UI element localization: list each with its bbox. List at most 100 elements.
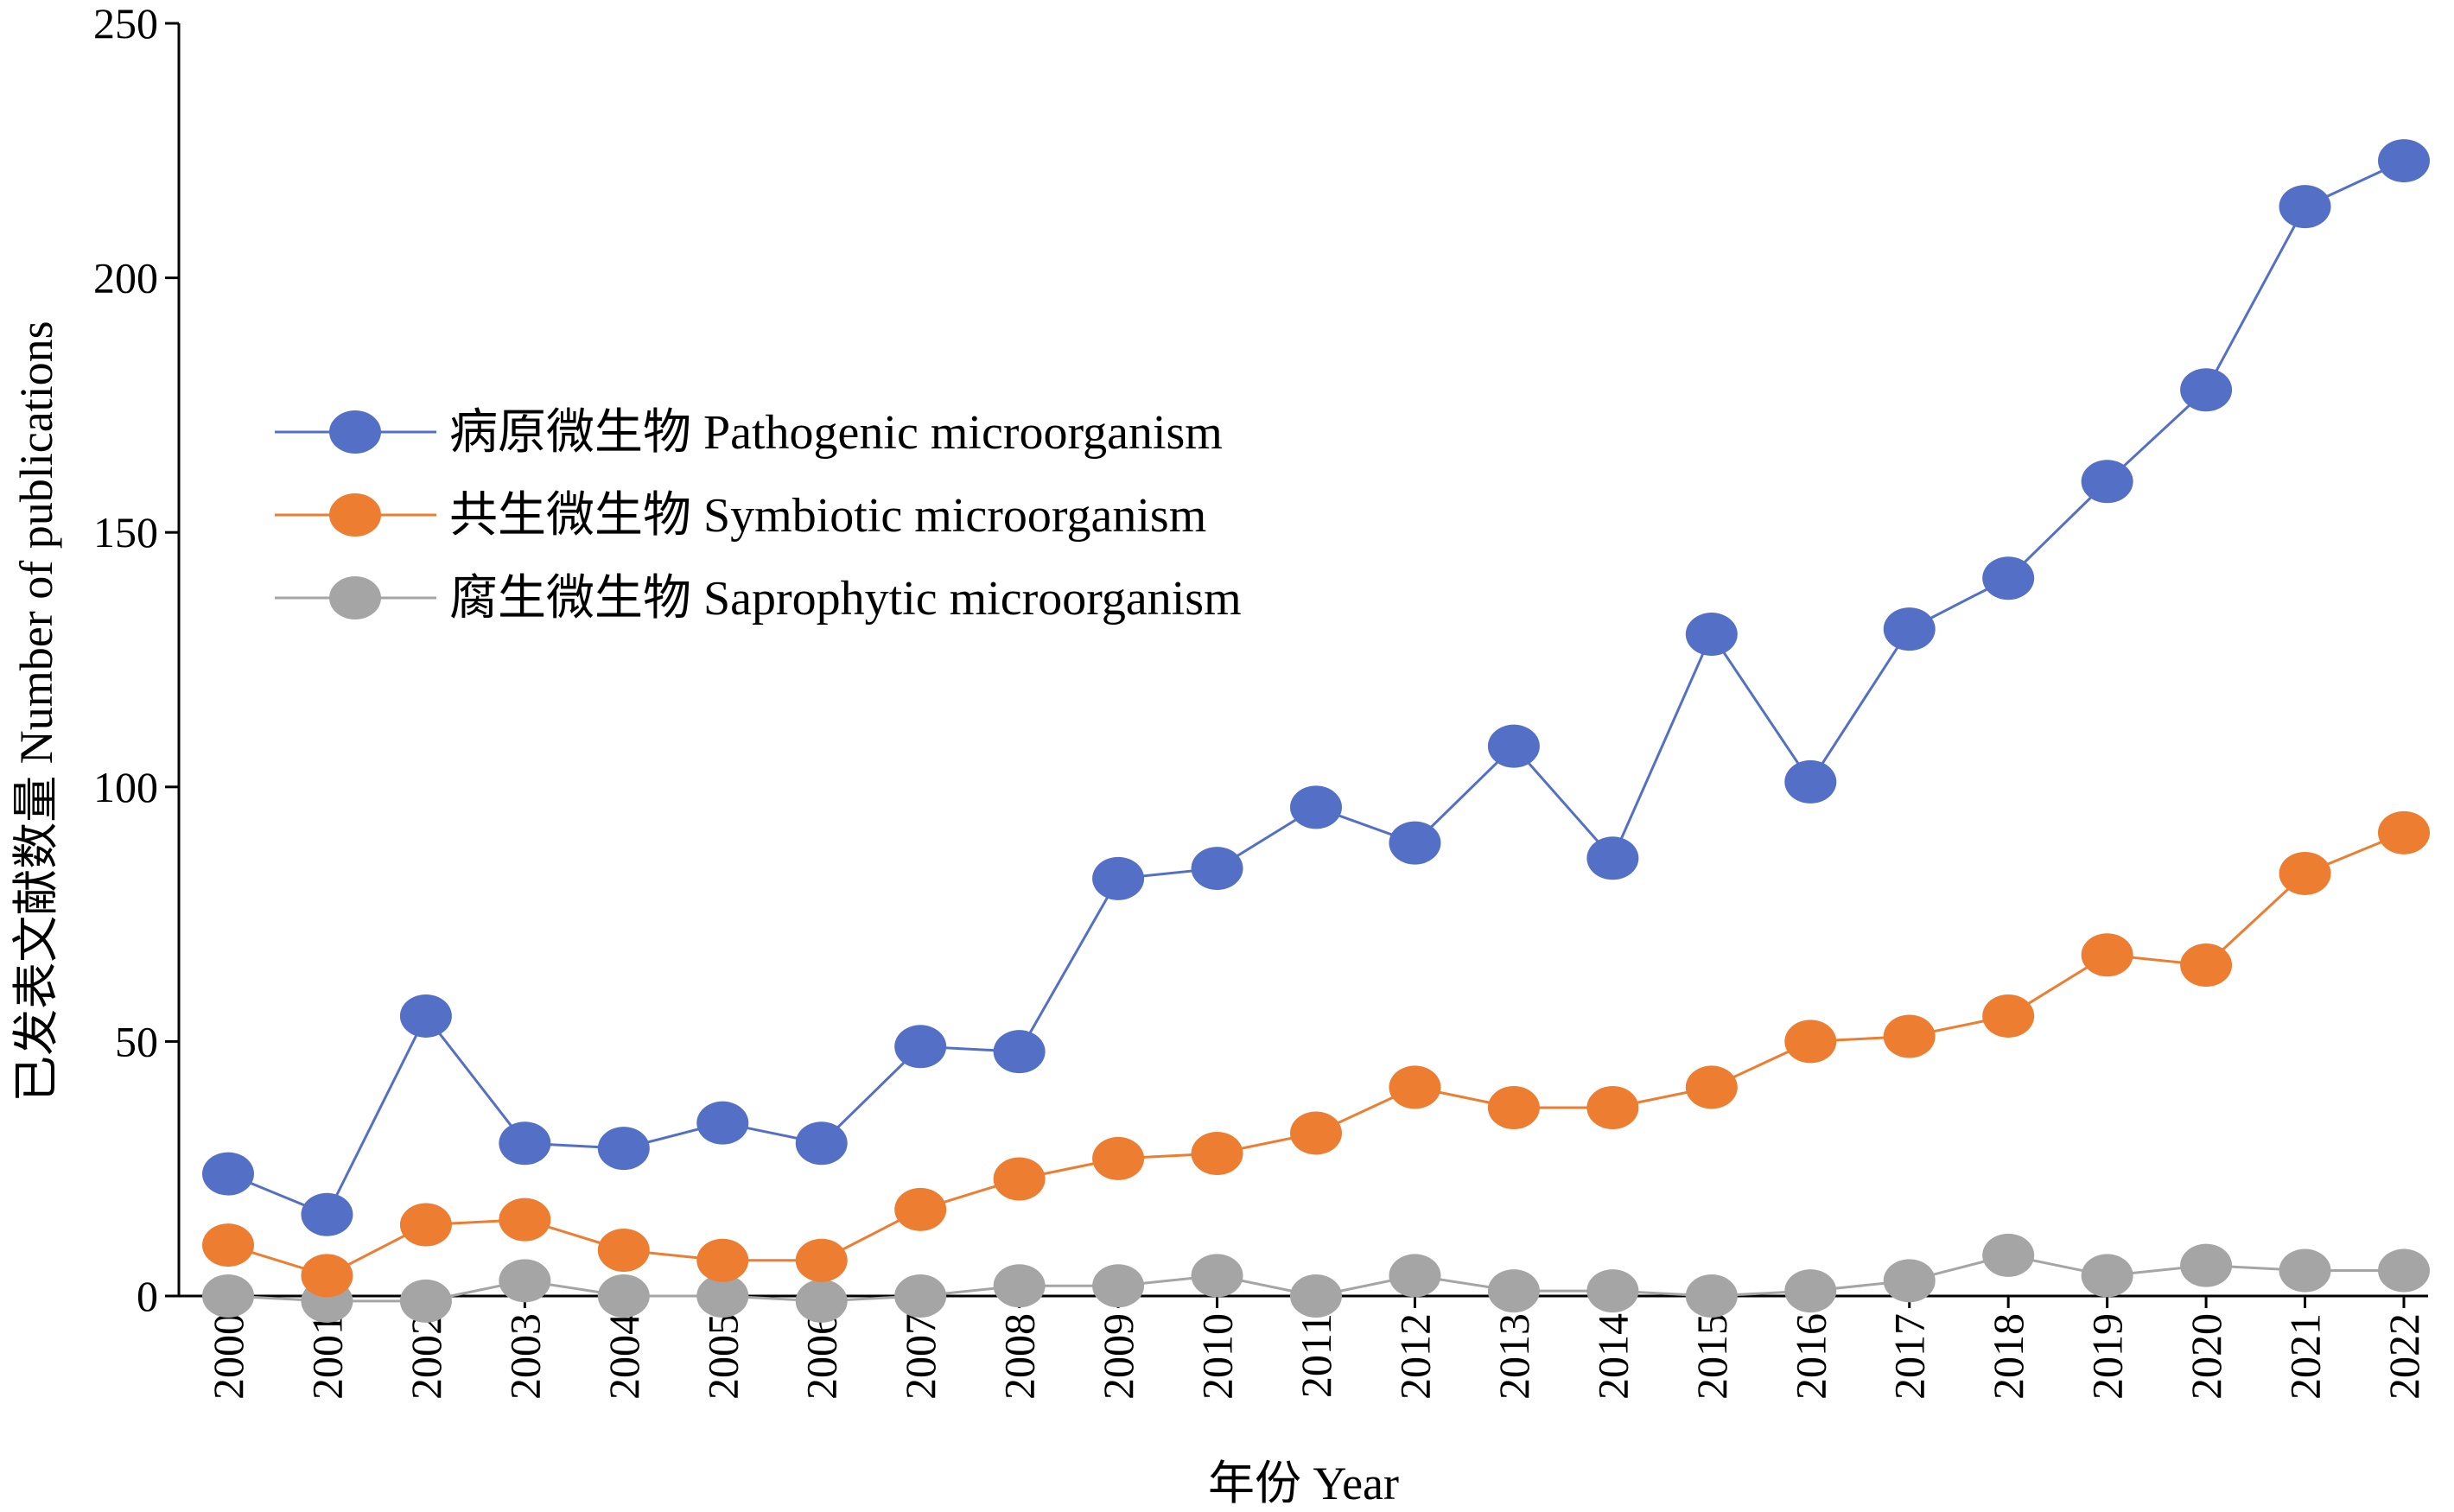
- y-tick-label: 200: [93, 254, 158, 302]
- x-tick-label: 2012: [1390, 1313, 1439, 1400]
- data-point: [993, 1264, 1046, 1308]
- data-point: [696, 1101, 749, 1145]
- data-point: [1389, 821, 1441, 865]
- x-tick-label: 2000: [204, 1313, 252, 1400]
- x-axis-title: 年份 Year: [1208, 1458, 1399, 1509]
- x-tick-label: 2013: [1490, 1313, 1538, 1400]
- data-point: [1883, 1014, 1936, 1058]
- x-tick-label: 2011: [1292, 1313, 1340, 1398]
- series-0: [202, 139, 2430, 1236]
- y-ticks: 0 50 100 150 200 250: [93, 0, 179, 1320]
- data-point: [202, 1152, 254, 1196]
- legend-item: 腐生微生物 Saprophytic microorganism: [275, 572, 1242, 626]
- series-line: [227, 831, 2405, 1278]
- data-point: [597, 1274, 650, 1318]
- data-point: [597, 1228, 650, 1272]
- data-point: [301, 1192, 353, 1236]
- data-point: [2180, 1243, 2233, 1287]
- data-point: [1191, 847, 1243, 891]
- data-point: [399, 1279, 452, 1323]
- data-point: [1784, 1020, 1837, 1064]
- x-tick-label: 2004: [600, 1313, 648, 1400]
- x-ticks: 2000 2001 2002 2003 2004 2005 2006 2007 2008 2009…: [204, 1296, 2428, 1400]
- data-point: [795, 1238, 848, 1282]
- y-tick-label: 50: [115, 1017, 158, 1065]
- x-tick-label: 2006: [798, 1313, 846, 1400]
- x-tick-label: 2010: [1193, 1313, 1242, 1400]
- data-point: [1784, 1269, 1837, 1313]
- data-point: [1982, 1233, 2035, 1277]
- legend: 病原微生物 Pathogenic microorganism 共生微生物 Symb…: [275, 406, 1242, 626]
- series-layer: [202, 139, 2430, 1323]
- data-point: [597, 1127, 650, 1171]
- x-tick-label: 2015: [1688, 1313, 1736, 1400]
- data-point: [399, 1203, 452, 1247]
- y-tick-label: 150: [93, 508, 158, 556]
- data-point: [2180, 368, 2233, 412]
- data-point: [696, 1274, 749, 1318]
- x-tick-label: 2009: [1094, 1313, 1142, 1400]
- x-tick-label: 2016: [1786, 1313, 1834, 1400]
- data-point: [499, 1198, 551, 1242]
- data-point: [1685, 1274, 1738, 1318]
- data-point: [1191, 1132, 1243, 1176]
- x-tick-label: 2008: [995, 1313, 1044, 1400]
- series-line: [227, 159, 2405, 1217]
- data-point: [1290, 1274, 1342, 1318]
- data-point: [1586, 836, 1639, 880]
- data-point: [1487, 1085, 1540, 1129]
- data-point: [301, 1254, 353, 1298]
- data-point: [202, 1274, 254, 1318]
- data-point: [1685, 1065, 1738, 1109]
- data-point: [499, 1259, 551, 1303]
- data-point: [499, 1121, 551, 1166]
- data-point: [696, 1238, 749, 1282]
- data-point: [1191, 1254, 1243, 1298]
- x-tick-label: 2005: [698, 1313, 747, 1400]
- x-tick-label: 2003: [500, 1313, 549, 1400]
- data-point: [1685, 613, 1738, 657]
- data-point: [399, 994, 452, 1038]
- legend-label: 病原微生物 Pathogenic microorganism: [449, 406, 1223, 460]
- data-point: [1092, 1136, 1145, 1180]
- data-point: [1487, 724, 1540, 768]
- data-point: [894, 1187, 947, 1231]
- data-point: [1389, 1065, 1441, 1109]
- x-tick-label: 2018: [1984, 1313, 2032, 1400]
- legend-label: 共生微生物 Symbiotic microorganism: [449, 489, 1206, 543]
- data-point: [2378, 139, 2430, 183]
- series-1: [202, 810, 2430, 1298]
- data-point: [993, 1157, 1046, 1201]
- data-point: [1290, 1111, 1342, 1155]
- data-point: [1883, 607, 1936, 651]
- data-point: [2081, 1254, 2133, 1298]
- data-point: [2378, 810, 2430, 854]
- data-point: [1487, 1269, 1540, 1313]
- series-2: [202, 1233, 2430, 1323]
- data-point: [894, 1274, 947, 1318]
- legend-item: 病原微生物 Pathogenic microorganism: [275, 406, 1223, 460]
- data-point: [1982, 556, 2035, 600]
- data-point: [1290, 785, 1342, 829]
- x-tick-label: 2001: [302, 1313, 351, 1400]
- data-point: [1092, 1264, 1145, 1308]
- data-point: [1586, 1085, 1639, 1129]
- legend-item: 共生微生物 Symbiotic microorganism: [275, 489, 1206, 543]
- legend-marker: [329, 576, 381, 619]
- data-point: [993, 1030, 1046, 1074]
- y-tick-label: 250: [93, 0, 158, 48]
- legend-label: 腐生微生物 Saprophytic microorganism: [449, 572, 1242, 626]
- y-axis-title: 已发表文献数量 Number of publications: [10, 321, 62, 1102]
- data-point: [795, 1121, 848, 1166]
- data-point: [2081, 460, 2133, 504]
- data-point: [795, 1279, 848, 1323]
- data-point: [1092, 856, 1145, 900]
- x-tick-label: 2002: [402, 1313, 450, 1400]
- y-tick-label: 100: [93, 763, 158, 811]
- legend-marker: [329, 493, 381, 537]
- data-point: [1389, 1254, 1441, 1298]
- data-point: [1982, 994, 2035, 1038]
- data-point: [2279, 1248, 2331, 1293]
- data-point: [894, 1025, 947, 1069]
